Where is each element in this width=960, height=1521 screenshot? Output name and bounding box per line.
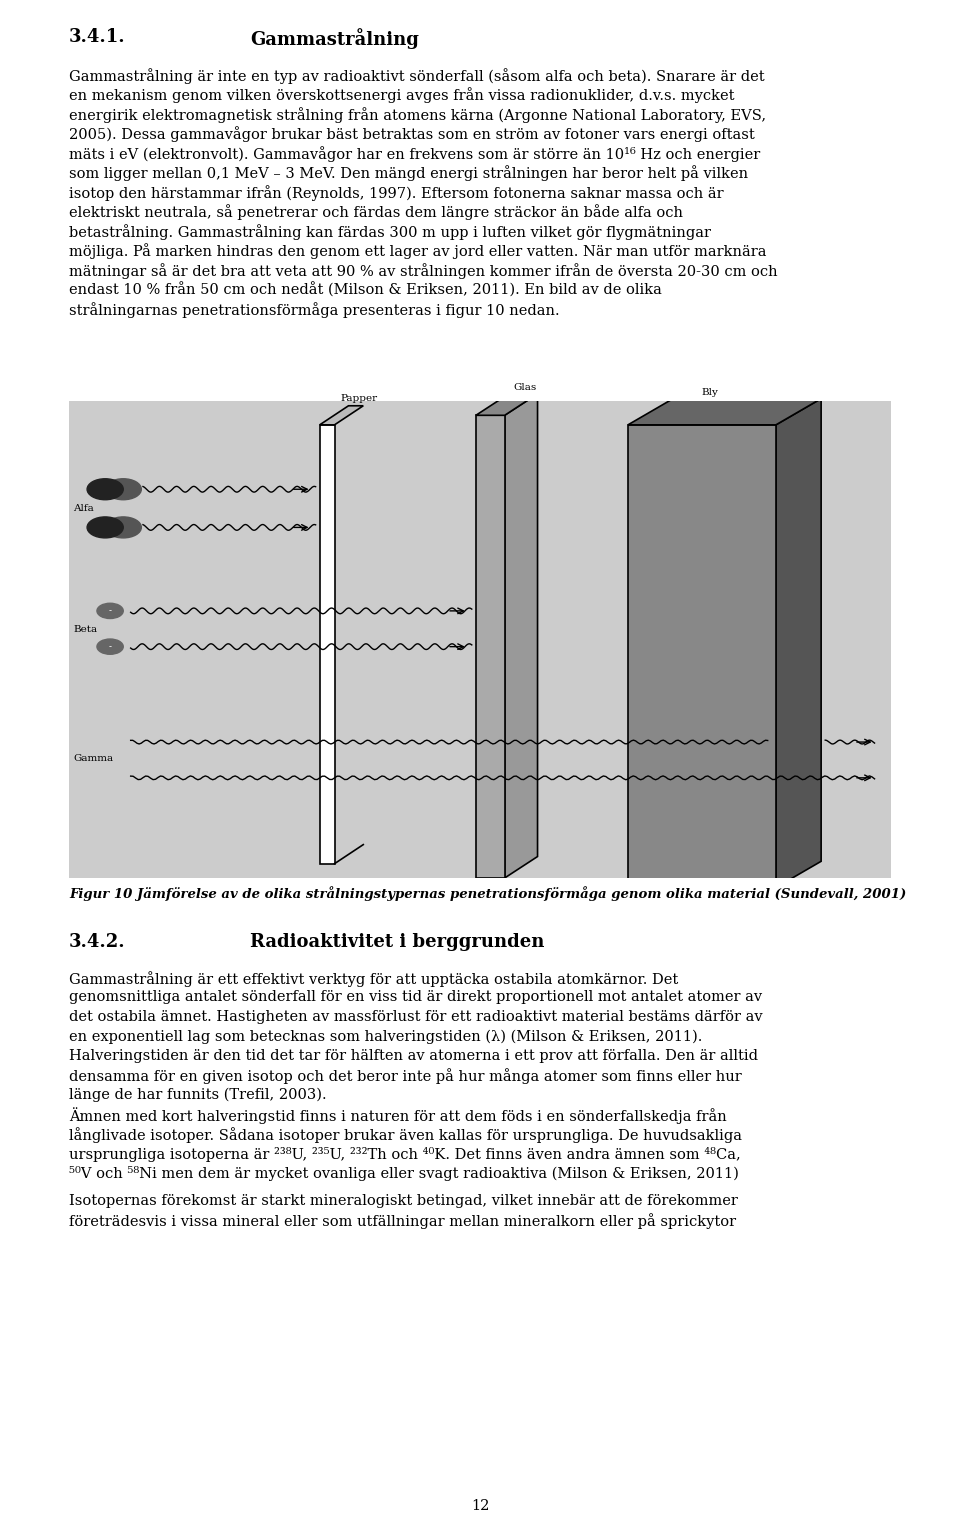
Text: ⁵⁰V och ⁵⁸Ni men dem är mycket ovanliga eller svagt radioaktiva (Milson & Erikse: ⁵⁰V och ⁵⁸Ni men dem är mycket ovanliga … [69,1167,739,1180]
Circle shape [87,517,123,538]
Text: 3.4.2.: 3.4.2. [69,932,126,951]
Polygon shape [476,415,505,878]
Polygon shape [628,424,776,888]
Text: Gammastrålning: Gammastrålning [250,27,419,49]
Circle shape [97,604,123,619]
Text: mäts i eV (elektronvolt). Gammavågor har en frekvens som är större än 10¹⁶ Hz oc: mäts i eV (elektronvolt). Gammavågor har… [69,146,760,161]
Text: som ligger mellan 0,1 MeV – 3 MeV. Den mängd energi strålningen har beror helt p: som ligger mellan 0,1 MeV – 3 MeV. Den m… [69,166,748,181]
Text: ursprungliga isotoperna är ²³⁸U, ²³⁵U, ²³²Th och ⁴⁰K. Det finns även andra ämnen: ursprungliga isotoperna är ²³⁸U, ²³⁵U, ²… [69,1147,741,1162]
Text: 3.4.1.: 3.4.1. [69,27,126,46]
Polygon shape [776,399,821,888]
Text: det ostabila ämnet. Hastigheten av massförlust för ett radioaktivt material best: det ostabila ämnet. Hastigheten av massf… [69,1010,763,1024]
Text: en mekanism genom vilken överskottsenergi avges från vissa radionuklider, d.v.s.: en mekanism genom vilken överskottsenerg… [69,88,734,103]
Text: en exponentiell lag som betecknas som halveringstiden (λ) (Milson & Eriksen, 201: en exponentiell lag som betecknas som ha… [69,1030,703,1043]
Text: Isotopernas förekomst är starkt mineralogiskt betingad, vilket innebär att de fö: Isotopernas förekomst är starkt mineralo… [69,1194,738,1208]
Text: Halveringstiden är den tid det tar för hälften av atomerna i ett prov att förfal: Halveringstiden är den tid det tar för h… [69,1049,758,1063]
Text: Bly: Bly [702,388,718,397]
Text: Gammastrålning är inte en typ av radioaktivt sönderfall (såsom alfa och beta). S: Gammastrålning är inte en typ av radioak… [69,68,765,84]
Text: Ämnen med kort halveringstid finns i naturen för att dem föds i en sönderfallske: Ämnen med kort halveringstid finns i nat… [69,1107,727,1124]
Circle shape [106,479,141,500]
Text: Papper: Papper [340,394,377,403]
Text: isotop den härstammar ifrån (Reynolds, 1997). Eftersom fotonerna saknar massa oc: isotop den härstammar ifrån (Reynolds, 1… [69,186,724,201]
Circle shape [87,479,123,500]
Text: -: - [108,607,111,616]
Text: energirik elektromagnetisk strålning från atomens kärna (Argonne National Labora: energirik elektromagnetisk strålning frå… [69,106,766,123]
Text: Alfa: Alfa [73,503,94,513]
Text: strålningarnas penetrationsförmåga presenteras i figur 10 nedan.: strålningarnas penetrationsförmåga prese… [69,303,560,318]
Text: långlivade isotoper. Sådana isotoper brukar även kallas för ursprungliga. De huv: långlivade isotoper. Sådana isotoper bru… [69,1127,742,1142]
Text: företrädesvis i vissa mineral eller som utfällningar mellan mineralkorn eller på: företrädesvis i vissa mineral eller som … [69,1214,736,1229]
Text: 12: 12 [470,1500,490,1513]
Text: Beta: Beta [73,625,97,634]
Text: betastrålning. Gammastrålning kan färdas 300 m upp i luften vilket gör flygmätni: betastrålning. Gammastrålning kan färdas… [69,224,711,240]
Text: Gammastrålning är ett effektivt verktyg för att upptäcka ostabila atomkärnor. De: Gammastrålning är ett effektivt verktyg … [69,970,679,987]
Circle shape [97,639,123,654]
Text: densamma för en given isotop och det beror inte på hur många atomer som finns el: densamma för en given isotop och det ber… [69,1068,742,1084]
Text: Radioaktivitet i berggrunden: Radioaktivitet i berggrunden [250,932,544,951]
Polygon shape [505,394,538,878]
Polygon shape [476,394,538,415]
Text: Gamma: Gamma [73,754,113,764]
Polygon shape [320,406,363,424]
Polygon shape [628,399,821,424]
Text: möjliga. På marken hindras den genom ett lager av jord eller vatten. När man utf: möjliga. På marken hindras den genom ett… [69,243,767,260]
Text: 2005). Dessa gammavågor brukar bäst betraktas som en ström av fotoner vars energ: 2005). Dessa gammavågor brukar bäst betr… [69,126,755,143]
Text: mätningar så är det bra att veta att 90 % av strålningen kommer ifrån de översta: mätningar så är det bra att veta att 90 … [69,263,778,278]
Text: Glas: Glas [514,383,537,392]
Text: endast 10 % från 50 cm och nedåt (Milson & Eriksen, 2011). En bild av de olika: endast 10 % från 50 cm och nedåt (Milson… [69,283,662,298]
Circle shape [106,517,141,538]
Text: genomsnittliga antalet sönderfall för en viss tid är direkt proportionell mot an: genomsnittliga antalet sönderfall för en… [69,990,762,1004]
Text: Figur 10 Jämförelse av de olika strålningstypernas penetrationsförmåga genom oli: Figur 10 Jämförelse av de olika strålnin… [69,887,906,900]
Text: länge de har funnits (Trefil, 2003).: länge de har funnits (Trefil, 2003). [69,1088,326,1103]
Polygon shape [320,424,334,864]
Text: elektriskt neutrala, så penetrerar och färdas dem längre sträckor än både alfa o: elektriskt neutrala, så penetrerar och f… [69,204,684,221]
Text: -: - [108,642,111,651]
